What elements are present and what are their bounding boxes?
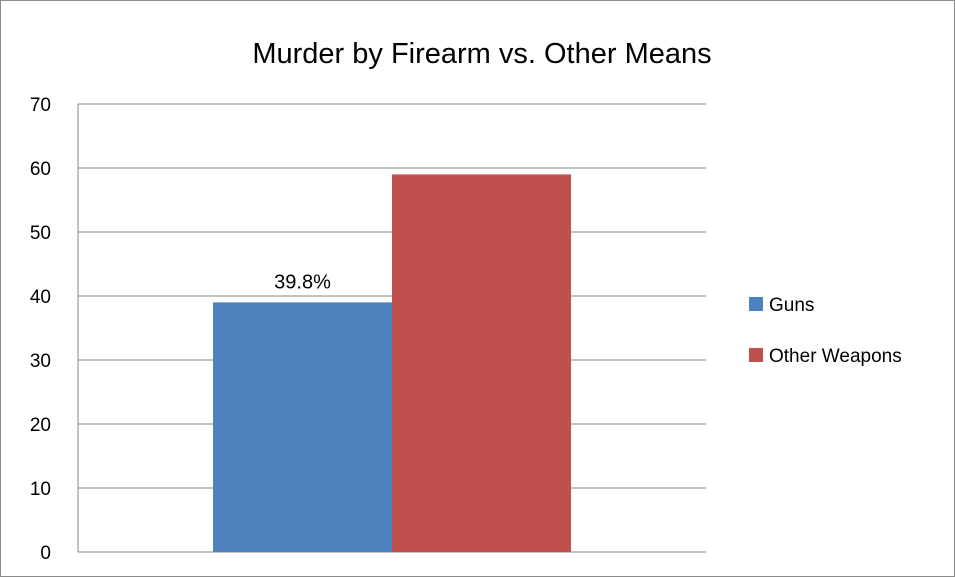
bar-guns — [213, 302, 392, 552]
y-tick-label: 20 — [30, 415, 51, 436]
y-tick-label: 30 — [30, 351, 51, 372]
legend-swatch-guns — [749, 297, 763, 311]
y-tick-label: 50 — [30, 223, 51, 244]
legend-swatch-other-weapons — [749, 348, 763, 362]
chart-title: Murder by Firearm vs. Other Means — [252, 38, 711, 70]
y-axis: 0 10 20 30 40 50 60 70 — [30, 95, 79, 564]
legend: Guns Other Weapons — [749, 295, 902, 367]
legend-label-other-weapons: Other Weapons — [769, 346, 902, 367]
y-tick-label: 40 — [30, 287, 51, 308]
bar-other-weapons — [392, 174, 571, 552]
y-tick-label: 70 — [30, 95, 51, 116]
y-tick-label: 10 — [30, 479, 51, 500]
y-tick-label: 0 — [40, 543, 51, 564]
y-tick-label: 60 — [30, 159, 51, 180]
legend-label-guns: Guns — [769, 295, 814, 316]
data-labels: 39.8% — [274, 271, 331, 293]
bars — [213, 174, 571, 552]
data-label-guns: 39.8% — [274, 271, 331, 293]
